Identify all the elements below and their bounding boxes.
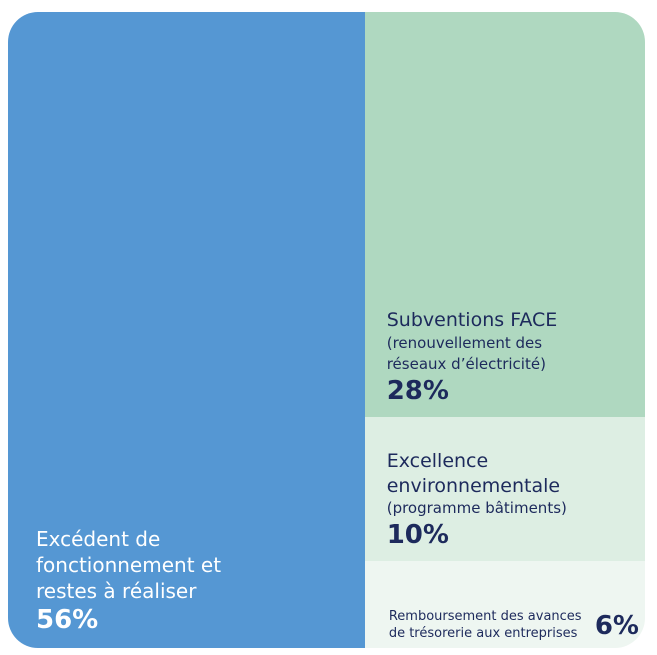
treemap-cell: Remboursement des avances de trésorerie … [364, 561, 645, 648]
value-label: 28% [386, 375, 449, 406]
value-label: 56% [36, 605, 99, 636]
treemap: Excédent de fonctionnement et restes à r… [8, 12, 645, 648]
value-label: 10% [386, 520, 449, 551]
treemap-cell: Excédent de fonctionnement et restes à r… [8, 12, 365, 648]
value-label: 6% [594, 610, 639, 641]
treemap-cell: Excellence environnementale (programme bâ… [364, 416, 645, 562]
cell-label: Excellence environnementale (programme bâ… [386, 450, 567, 518]
cell-label: Subventions FACE (renouvellement des rése… [386, 309, 558, 373]
cell-label: Remboursement des avances de trésorerie … [388, 609, 582, 641]
cell-label: Excédent de fonctionnement et restes à r… [36, 527, 222, 604]
treemap-cell: Subventions FACE (renouvellement des rése… [364, 12, 645, 417]
